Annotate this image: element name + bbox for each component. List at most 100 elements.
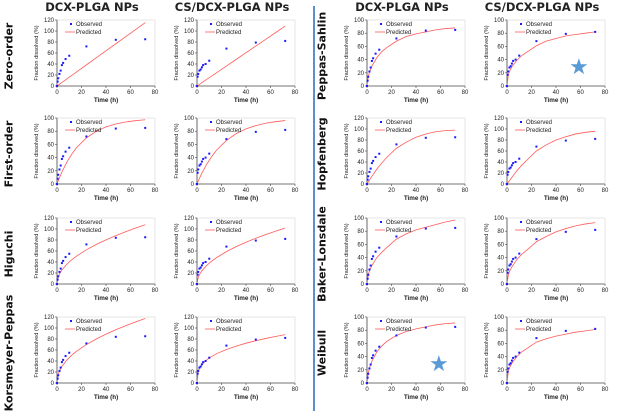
chart-hopfenberg-cs-dcx: 0 20 40 60 80 0 20 40 60 80 100 120 Time (h) Fraction… xyxy=(475,112,615,207)
legend-observed-label: Observed xyxy=(526,22,552,28)
x-axis-label: Time (h) xyxy=(404,394,428,401)
x-axis-label: Time (h) xyxy=(234,195,258,202)
x-tick-label: 80 xyxy=(292,288,299,294)
x-tick-label: 60 xyxy=(577,90,584,96)
observed-point xyxy=(372,354,375,357)
observed-point xyxy=(366,283,368,285)
x-tick-label: 20 xyxy=(78,90,85,96)
observed-point xyxy=(60,64,63,67)
observed-point xyxy=(564,230,567,233)
x-tick-label: 20 xyxy=(528,288,535,294)
observed-point xyxy=(254,130,257,133)
x-tick-label: 0 xyxy=(195,387,199,393)
chart-svg: 0 20 40 60 80 0 20 40 60 80 100 120 Time (h) Fraction… xyxy=(484,116,609,202)
legend-observed-marker xyxy=(520,221,522,223)
y-tick-label: 20 xyxy=(497,71,504,77)
observed-point xyxy=(564,32,567,35)
y-tick-label: 80 xyxy=(357,229,364,235)
observed-point xyxy=(564,139,567,142)
observed-point xyxy=(506,85,508,87)
y-tick-label: 100 xyxy=(494,216,505,222)
legend-observed-label: Observed xyxy=(526,220,552,226)
y-tick-label: 80 xyxy=(47,129,54,135)
x-axis-label: Time (h) xyxy=(94,394,118,401)
observed-point xyxy=(56,177,59,180)
legend-observed-marker xyxy=(520,23,522,25)
x-tick-label: 60 xyxy=(267,387,274,393)
observed-point xyxy=(199,266,202,269)
y-tick-label: 20 xyxy=(187,370,194,376)
observed-point xyxy=(514,161,517,163)
column-header: CS/DCX-PLGA NPs xyxy=(174,0,290,14)
observed-point xyxy=(68,146,71,149)
predicted-series-line xyxy=(366,27,456,87)
observed-point xyxy=(85,135,88,138)
observed-point xyxy=(367,372,370,375)
observed-point xyxy=(594,137,597,140)
observed-point xyxy=(58,270,61,273)
y-tick-label: 20 xyxy=(47,370,54,376)
y-tick-label: 80 xyxy=(47,40,54,46)
chart-first-order-cs-dcx: 0 20 40 60 80 0 20 40 60 80 100 Time (h) Fraction di… xyxy=(165,112,305,207)
y-axis-label: Fraction dissolved (%) xyxy=(484,25,490,80)
chart-svg: 0 20 40 60 80 0 20 40 60 80 100 120 Time (h) Fraction… xyxy=(174,216,299,302)
chart-peppas-sahlin-cs-dcx: 0 20 40 60 80 0 20 40 60 80 100 Time (h) Fraction di… xyxy=(475,14,615,109)
y-tick-label: 60 xyxy=(497,242,504,248)
observed-point xyxy=(198,366,201,369)
observed-point xyxy=(395,143,398,146)
y-axis-label: Fraction dissolved (%) xyxy=(174,223,180,278)
x-tick-label: 80 xyxy=(462,188,469,194)
y-tick-label: 60 xyxy=(497,341,504,347)
observed-point xyxy=(57,275,60,278)
predicted-series-line xyxy=(56,119,146,185)
y-tick-label: 20 xyxy=(187,271,194,277)
chart-zero-order-cs-dcx: 0 20 40 60 80 0 20 40 60 80 100 120 Time (h) Fraction… xyxy=(165,14,305,109)
y-tick-label: 0 xyxy=(51,381,55,387)
observed-point xyxy=(284,336,287,339)
observed-point xyxy=(56,382,58,384)
observed-point xyxy=(68,54,71,57)
observed-point xyxy=(367,75,370,78)
y-tick-label: 60 xyxy=(187,249,194,255)
x-tick-label: 0 xyxy=(55,288,59,294)
observed-point xyxy=(199,365,202,368)
y-tick-label: 60 xyxy=(47,51,54,57)
observed-point xyxy=(535,337,538,340)
y-tick-label: 20 xyxy=(47,169,54,175)
y-tick-label: 20 xyxy=(47,73,54,79)
x-tick-label: 60 xyxy=(437,387,444,393)
chart-higuchi-cs-dcx: 0 20 40 60 80 0 20 40 60 80 100 120 Time (h) Fraction… xyxy=(165,212,305,307)
observed-point xyxy=(198,164,201,167)
y-tick-label: 20 xyxy=(47,271,54,277)
column-header: DCX-PLGA NPs xyxy=(45,0,139,14)
chart-baker-lonsdale-cs-dcx: 0 20 40 60 80 0 20 40 60 80 100 Time (h) Fraction di… xyxy=(475,212,615,307)
chart-svg: 0 20 40 60 80 0 20 40 60 80 100 Time (h) Fraction di… xyxy=(484,216,609,302)
y-tick-label: 40 xyxy=(357,355,364,361)
x-tick-label: 60 xyxy=(267,188,274,194)
y-tick-label: 0 xyxy=(501,84,505,90)
x-tick-label: 40 xyxy=(103,387,110,393)
y-tick-label: 60 xyxy=(47,348,54,354)
observed-point xyxy=(197,369,200,372)
observed-point xyxy=(518,351,521,354)
chart-first-order-dcx: 0 20 40 60 80 0 20 40 60 80 100 Time (h) Fraction di… xyxy=(25,112,165,207)
legend-observed-label: Observed xyxy=(526,120,552,126)
legend-predicted-label: Predicted xyxy=(526,228,551,234)
observed-point xyxy=(62,61,65,64)
observed-point xyxy=(56,278,59,281)
observed-point xyxy=(395,235,398,238)
observed-point xyxy=(369,167,372,170)
x-tick-label: 20 xyxy=(528,387,535,393)
y-tick-label: 80 xyxy=(187,337,194,343)
observed-point xyxy=(58,369,61,372)
y-tick-label: 120 xyxy=(184,216,195,222)
legend-observed-label: Observed xyxy=(526,319,552,325)
legend-predicted-label: Predicted xyxy=(386,30,411,36)
legend-observed-label: Observed xyxy=(216,319,242,325)
y-tick-label: 80 xyxy=(187,238,194,244)
observed-point xyxy=(424,326,427,329)
y-tick-label: 80 xyxy=(497,229,504,235)
observed-point xyxy=(199,68,202,71)
observed-point xyxy=(56,183,58,185)
chart-svg: 0 20 40 60 80 0 20 40 60 80 100 Time (h) Fraction di… xyxy=(344,216,469,302)
